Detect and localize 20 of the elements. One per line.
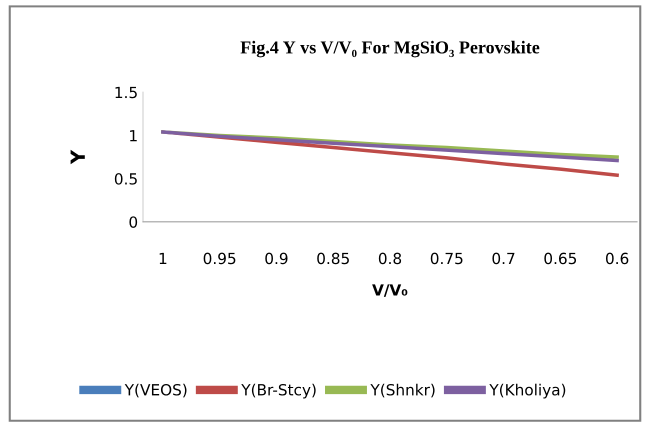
y-tick-label: 0 <box>129 216 138 228</box>
chart-title: Fig.4 Υ vs V/V₀ For MgSiO₃ Perovskite <box>240 40 540 58</box>
y-tick-label: 0.5 <box>114 173 137 185</box>
x-tick-label: 0.65 <box>544 252 576 264</box>
x-tick-label: 0.85 <box>317 252 349 264</box>
x-tick-label: 0.95 <box>204 252 236 264</box>
legend-label: Υ(VEOS) <box>124 384 186 398</box>
x-tick-label: 0.8 <box>378 252 402 264</box>
x-tick-label: 1 <box>160 252 166 264</box>
legend-label: Υ(Shnkr) <box>370 384 435 398</box>
x-tick-label: 0.75 <box>430 252 462 264</box>
legend-label: Υ(Kholiya) <box>489 384 566 398</box>
x-axis-title: V/V₀ <box>372 284 408 297</box>
legend-label: Υ(Br-Stcy) <box>241 384 316 398</box>
y-axis-title: Υ <box>70 150 85 164</box>
x-tick-label: 0.9 <box>265 252 288 264</box>
x-tick-label: 0.6 <box>606 252 628 264</box>
y-tick-label: 1 <box>130 130 137 142</box>
y-tick-label: 1.5 <box>116 86 137 98</box>
x-tick-label: 0.7 <box>492 252 514 264</box>
